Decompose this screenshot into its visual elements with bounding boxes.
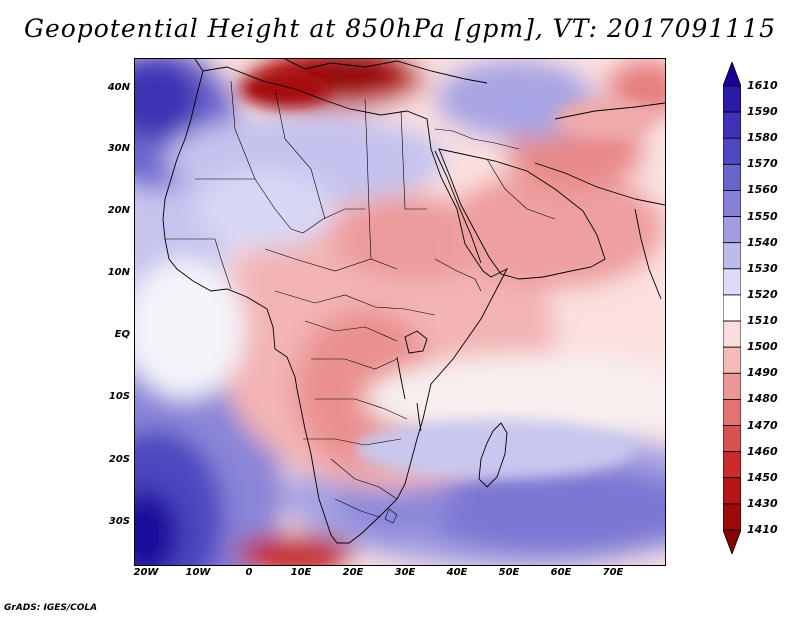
geopotential-map <box>134 58 666 566</box>
colorbar-cell <box>723 346 741 374</box>
lon-label-20e: 20E <box>342 567 364 578</box>
contour-field <box>135 59 665 565</box>
lon-label-0: 0 <box>245 567 253 578</box>
colorbar-level-label: 1550 <box>747 209 778 223</box>
colorbar <box>723 62 741 554</box>
lon-label-70e: 70E <box>602 567 624 578</box>
lat-label-40n: 40N <box>107 82 130 93</box>
map-title: Geopotential Height at 850hPa [gpm], VT:… <box>23 14 777 43</box>
lat-label-30s: 30S <box>108 516 130 527</box>
lon-label-10e: 10E <box>290 567 312 578</box>
colorbar-cell <box>723 137 741 165</box>
colorbar-cell <box>723 294 741 322</box>
colorbar-level-label: 1590 <box>747 105 778 119</box>
lat-label-20n: 20N <box>107 205 130 216</box>
country-borders <box>165 80 556 524</box>
colorbar-cell <box>723 85 741 113</box>
lon-label-20w: 20W <box>133 567 159 578</box>
colorbar-level-label: 1470 <box>747 418 778 432</box>
colorbar-level-label: 1430 <box>747 496 778 510</box>
lat-label-10s: 10S <box>108 391 130 402</box>
colorbar-cell <box>723 268 741 296</box>
lat-label-20s: 20S <box>108 454 130 465</box>
colorbar-level-label: 1570 <box>747 157 778 171</box>
colorbar-cell <box>723 503 741 531</box>
colorbar-level-label: 1540 <box>747 235 778 249</box>
colorbar-cell <box>723 451 741 479</box>
colorbar-top-arrow <box>723 62 741 87</box>
colorbar-cell <box>723 242 741 270</box>
colorbar-cell <box>723 372 741 400</box>
lat-label-eq: EQ <box>114 329 130 340</box>
lon-label-40e: 40E <box>446 567 468 578</box>
lon-label-50e: 50E <box>498 567 520 578</box>
colorbar-cell <box>723 190 741 217</box>
colorbar-bottom-arrow <box>723 529 741 554</box>
colorbar-level-label: 1480 <box>747 392 778 406</box>
colorbar-level-label: 1530 <box>747 261 778 275</box>
colorbar-cell <box>723 163 741 191</box>
colorbar-level-label: 1520 <box>747 287 778 301</box>
lat-label-30n: 30N <box>107 143 130 154</box>
colorbar-level-label: 1610 <box>747 79 778 92</box>
colorbar-level-label: 1460 <box>747 444 778 458</box>
coastlines <box>162 59 665 544</box>
colorbar-level-label: 1580 <box>747 131 778 145</box>
colorbar-cell <box>723 320 741 348</box>
lat-label-10n: 10N <box>107 267 130 278</box>
colorbar-cell <box>723 111 741 139</box>
colorbar-level-label: 1410 <box>747 523 778 536</box>
colorbar-level-label: 1500 <box>747 340 778 354</box>
lon-label-30e: 30E <box>394 567 416 578</box>
colorbar-level-label: 1510 <box>747 314 778 328</box>
colorbar-cell <box>723 399 741 426</box>
colorbar-cell <box>723 477 741 505</box>
colorbar-level-label: 1450 <box>747 470 778 484</box>
colorbar-cell <box>723 425 741 453</box>
lon-label-60e: 60E <box>550 567 572 578</box>
credit-text: GrADS: IGES/COLA <box>4 603 98 613</box>
colorbar-level-label: 1560 <box>747 183 778 197</box>
colorbar-cell <box>723 216 741 244</box>
lon-label-10w: 10W <box>185 567 211 578</box>
colorbar-level-label: 1490 <box>747 366 778 380</box>
